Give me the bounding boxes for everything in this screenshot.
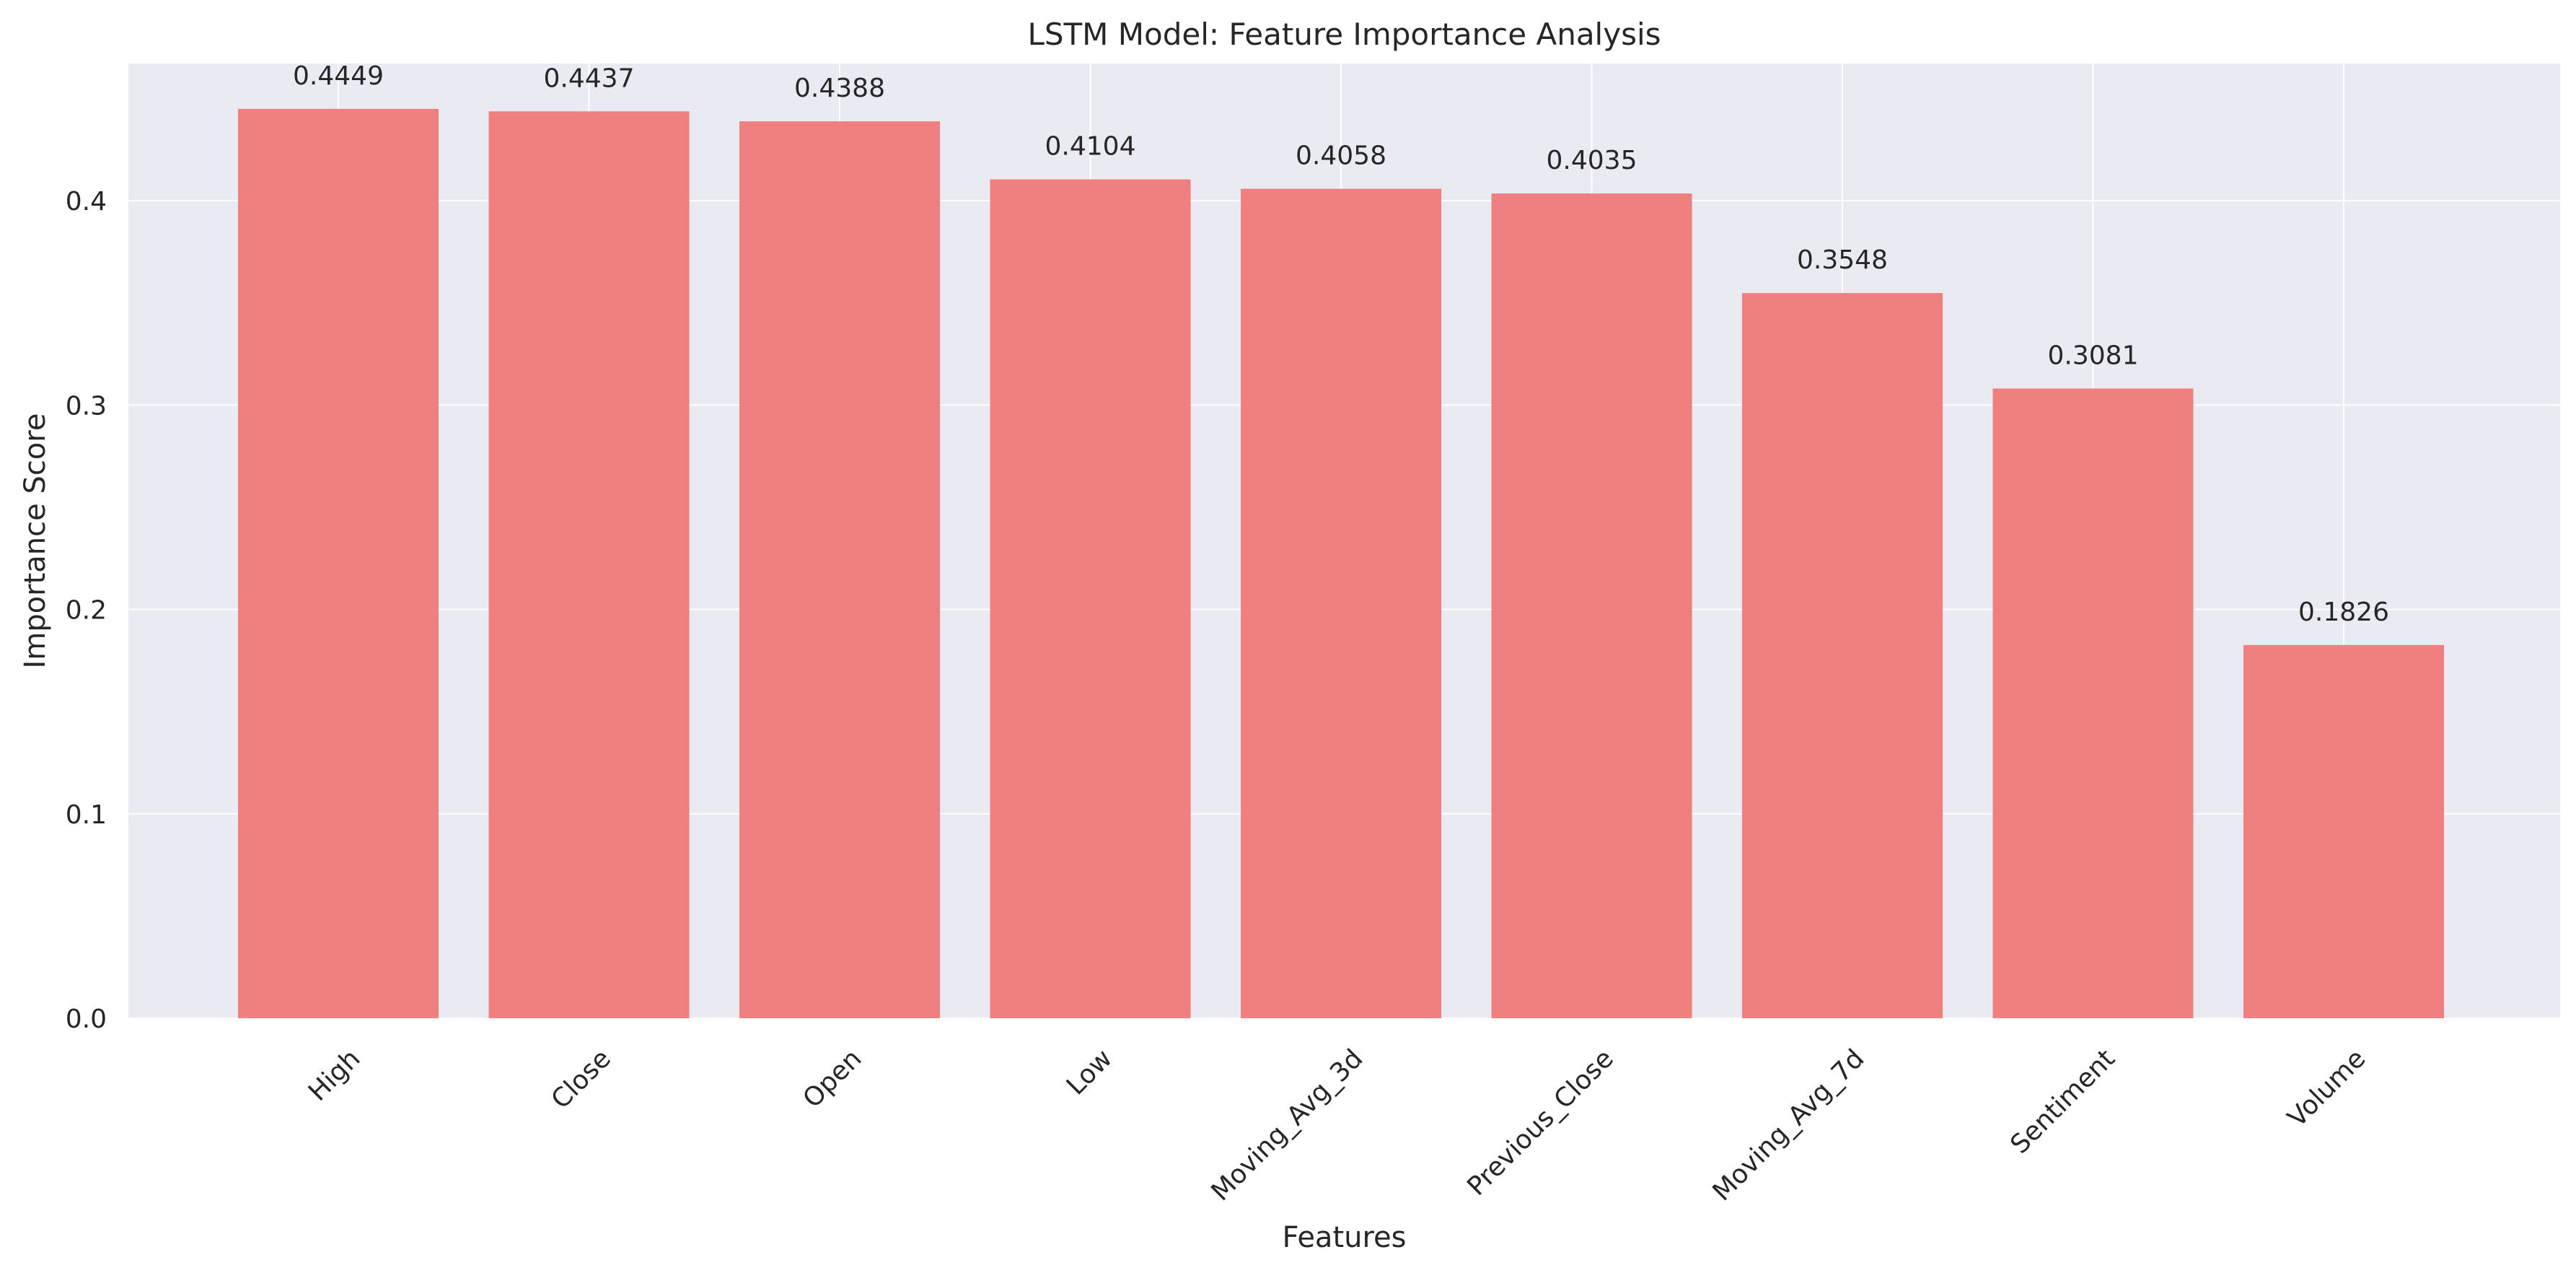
bar	[238, 108, 439, 1018]
x-tick-labels: High Close Open Low Moving_Avg_3d Previous_Cl…	[303, 1043, 2372, 1207]
x-tick-label: Volume	[2282, 1043, 2372, 1133]
bar-value-label: 0.4058	[1296, 141, 1386, 171]
bar-value-label: 0.3548	[1797, 245, 1888, 275]
x-axis-label: Features	[1283, 1221, 1407, 1254]
x-tick-label: Moving_Avg_3d	[1206, 1043, 1369, 1207]
bar-value-label: 0.4104	[1045, 132, 1136, 162]
x-tick-label: Moving_Avg_7d	[1707, 1043, 1871, 1207]
x-tick-label: High	[303, 1043, 366, 1107]
bar-value-label: 0.4437	[544, 64, 635, 93]
y-tick-label: 0.1	[66, 800, 107, 830]
x-tick-label: Close	[546, 1043, 617, 1114]
x-tick-label: Low	[1061, 1043, 1118, 1100]
y-tick-labels: 0.0 0.1 0.2 0.3 0.4	[66, 187, 107, 1034]
bar	[1491, 193, 1692, 1019]
bar-value-label: 0.3081	[2048, 341, 2139, 370]
bar	[1241, 188, 1441, 1018]
chart-title: LSTM Model: Feature Importance Analysis	[1027, 17, 1661, 52]
x-tick-label: Open	[797, 1043, 867, 1113]
bar-value-labels: 0.4449 0.4437 0.4388 0.4104 0.4058 0.4035 0.35…	[293, 61, 2389, 627]
bar	[2243, 644, 2444, 1018]
y-tick-label: 0.0	[66, 1005, 107, 1034]
bar	[739, 121, 940, 1019]
x-tick-label: Previous_Close	[1461, 1043, 1619, 1202]
bar	[990, 179, 1191, 1019]
bar-value-label: 0.4388	[794, 74, 885, 103]
y-tick-label: 0.2	[66, 596, 107, 626]
bar-value-label: 0.1826	[2298, 598, 2389, 627]
y-tick-label: 0.3	[66, 391, 107, 421]
y-axis-label: Importance Score	[19, 413, 52, 669]
bar	[1992, 388, 2194, 1018]
bar	[1742, 293, 1943, 1018]
y-tick-label: 0.4	[66, 187, 107, 216]
bar	[488, 111, 690, 1018]
bar-value-label: 0.4035	[1547, 146, 1638, 175]
x-tick-label: Sentiment	[2005, 1043, 2121, 1160]
bar-value-label: 0.4449	[293, 61, 384, 91]
bars	[238, 108, 2444, 1019]
